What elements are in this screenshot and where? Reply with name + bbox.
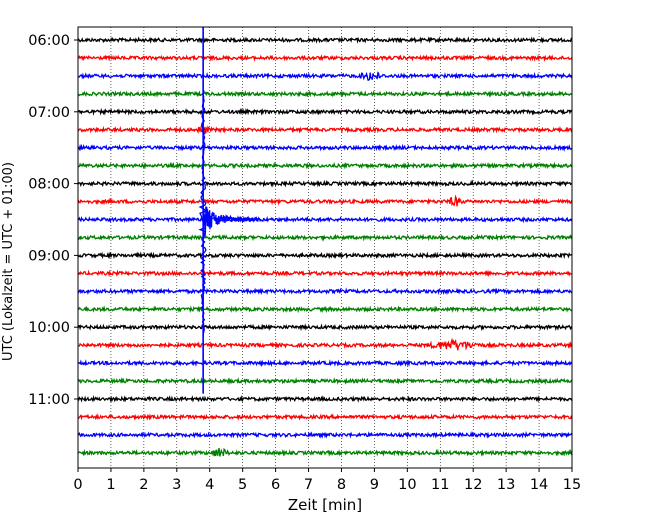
earthquake-signal (198, 27, 260, 394)
trace-line (78, 53, 573, 62)
quake-core (198, 90, 208, 337)
x-tick-label: 14 (530, 477, 548, 493)
x-tick-label: 12 (464, 477, 482, 493)
y-tick-label: 06:00 (28, 33, 70, 49)
trace-line (77, 251, 573, 260)
x-tick-label: 1 (106, 477, 115, 493)
x-tick-label: 15 (563, 477, 581, 493)
trace-line (77, 125, 573, 136)
trace-line (77, 269, 573, 278)
trace-line (77, 323, 573, 332)
trace-line (77, 337, 573, 351)
trace-line (77, 447, 573, 457)
quake-coda (202, 206, 260, 237)
x-tick-label: 9 (370, 477, 379, 493)
trace-line (77, 233, 573, 242)
plot-frame (77, 26, 573, 469)
trace-line (77, 413, 573, 421)
x-axis-label: Zeit [min] (288, 496, 362, 514)
x-tick-label: 7 (304, 477, 313, 493)
y-tick-label: 10:00 (28, 320, 70, 336)
y-tick-label: 09:00 (28, 248, 70, 264)
trace-line (77, 36, 572, 44)
trace-line (77, 71, 573, 81)
y-axis-label: UTC (Lokalzeit = UTC + 01:00) (1, 162, 16, 361)
trace-line (77, 143, 573, 152)
x-tick-label: 5 (238, 477, 247, 493)
trace-line (77, 215, 573, 224)
x-tick-label: 8 (337, 477, 346, 493)
y-tick-label: 08:00 (28, 177, 70, 193)
x-tick-label: 13 (497, 477, 515, 493)
y-axis-ticks: 06:00 07:00 08:00 09:00 10:00 11:00 (28, 33, 78, 408)
x-tick-label: 10 (398, 477, 416, 493)
trace-line (77, 107, 573, 116)
x-axis-ticks: 0 1 2 3 4 5 6 7 8 9 10 11 12 13 14 15 (73, 468, 581, 493)
trace-line (78, 305, 573, 314)
x-tick-label: 11 (431, 477, 449, 493)
x-tick-label: 4 (205, 477, 214, 493)
trace-line (77, 376, 573, 386)
seismogram-traces (77, 36, 573, 457)
x-tick-label: 6 (271, 477, 280, 493)
x-tick-label: 2 (139, 477, 148, 493)
trace-line (77, 194, 573, 207)
trace-line (77, 359, 573, 368)
y-tick-label: 07:00 (28, 105, 70, 121)
x-tick-label: 3 (172, 477, 181, 493)
trace-line (77, 394, 573, 403)
trace-line (77, 287, 573, 296)
trace-line (77, 161, 572, 170)
trace-line (77, 89, 573, 98)
trace-line (77, 179, 573, 188)
trace-line (77, 430, 573, 439)
y-tick-label: 11:00 (28, 392, 70, 408)
x-tick-label: 0 (73, 477, 82, 493)
